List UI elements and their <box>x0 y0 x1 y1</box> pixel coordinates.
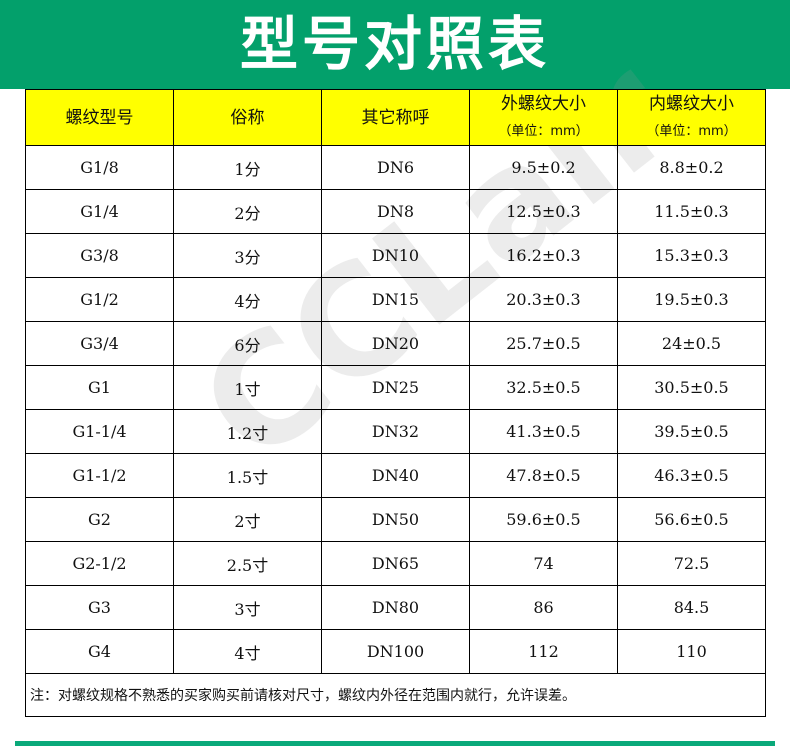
table-cell: G1/8 <box>25 145 174 190</box>
table-cell: 72.5 <box>617 541 766 586</box>
table-cell: 1.2寸 <box>173 409 322 454</box>
table-cell: 74 <box>469 541 618 586</box>
header-label: 外螺纹大小 <box>501 93 586 114</box>
note-row: 注：对螺纹规格不熟悉的买家购买前请核对尺寸，螺纹内外径在范围内就行，允许误差。 <box>25 673 766 717</box>
note-text: 注：对螺纹规格不熟悉的买家购买前请核对尺寸，螺纹内外径在范围内就行，允许误差。 <box>25 673 766 717</box>
page-title: 型号对照表 <box>0 0 790 89</box>
table-cell: 112 <box>469 629 618 674</box>
table-cell: 2.5寸 <box>173 541 322 586</box>
table-cell: 41.3±0.5 <box>469 409 618 454</box>
table-cell: G4 <box>25 629 174 674</box>
table-cell: 84.5 <box>617 585 766 630</box>
column-header: 内螺纹大小 （单位：mm） <box>617 89 766 146</box>
table-cell: 1.5寸 <box>173 453 322 498</box>
table-cell: G1-1/4 <box>25 409 174 454</box>
table-cell: G1/2 <box>25 277 174 322</box>
table-cell: DN100 <box>321 629 470 674</box>
table-cell: 1分 <box>173 145 322 190</box>
table-cell: 15.3±0.3 <box>617 233 766 278</box>
table-cell: G2-1/2 <box>25 541 174 586</box>
table-row: G3/4 6分 DN20 25.7±0.5 24±0.5 <box>25 321 766 366</box>
table-row: G1/4 2分 DN8 12.5±0.3 11.5±0.3 <box>25 189 766 234</box>
table-cell: 2寸 <box>173 497 322 542</box>
header-unit: （单位：mm） <box>498 123 589 139</box>
table-cell: DN10 <box>321 233 470 278</box>
table-cell: G3/8 <box>25 233 174 278</box>
table-cell: 20.3±0.3 <box>469 277 618 322</box>
table-cell: DN20 <box>321 321 470 366</box>
column-header: 外螺纹大小 （单位：mm） <box>469 89 618 146</box>
table-cell: 9.5±0.2 <box>469 145 618 190</box>
column-header: 螺纹型号 <box>25 89 174 146</box>
table-cell: 86 <box>469 585 618 630</box>
table-cell: DN80 <box>321 585 470 630</box>
table-row: G1 1寸 DN25 32.5±0.5 30.5±0.5 <box>25 365 766 410</box>
table-cell: G1-1/2 <box>25 453 174 498</box>
table-cell: 110 <box>617 629 766 674</box>
table-cell: DN40 <box>321 453 470 498</box>
table-cell: DN65 <box>321 541 470 586</box>
table-cell: 56.6±0.5 <box>617 497 766 542</box>
table-row: G1-1/4 1.2寸 DN32 41.3±0.5 39.5±0.5 <box>25 409 766 454</box>
table-row: G4 4寸 DN100 112 110 <box>25 629 766 674</box>
table-cell: G2 <box>25 497 174 542</box>
table-cell: 4分 <box>173 277 322 322</box>
table-cell: 19.5±0.3 <box>617 277 766 322</box>
table-cell: G1/4 <box>25 189 174 234</box>
table-cell: G1 <box>25 365 174 410</box>
header-label: 俗称 <box>230 107 265 128</box>
table-cell: 6分 <box>173 321 322 366</box>
bottom-divider <box>15 741 775 746</box>
table-cell: DN6 <box>321 145 470 190</box>
table-row: G1/2 4分 DN15 20.3±0.3 19.5±0.3 <box>25 277 766 322</box>
table-cell: DN32 <box>321 409 470 454</box>
table-header-row: 螺纹型号 俗称 其它称呼 外螺纹大小 （单位：mm） 内螺纹大小 （单位：mm） <box>25 89 766 146</box>
header-label: 其它称呼 <box>361 107 430 128</box>
table-row: G2-1/2 2.5寸 DN65 74 72.5 <box>25 541 766 586</box>
table-cell: 25.7±0.5 <box>469 321 618 366</box>
table-cell: 16.2±0.3 <box>469 233 618 278</box>
table-cell: DN15 <box>321 277 470 322</box>
table-cell: 2分 <box>173 189 322 234</box>
table-cell: 4寸 <box>173 629 322 674</box>
table-cell: 46.3±0.5 <box>617 453 766 498</box>
table-row: G1/8 1分 DN6 9.5±0.2 8.8±0.2 <box>25 145 766 190</box>
table-cell: 59.6±0.5 <box>469 497 618 542</box>
table-cell: 3分 <box>173 233 322 278</box>
column-header: 其它称呼 <box>321 89 470 146</box>
table-cell: 3寸 <box>173 585 322 630</box>
table-cell: DN8 <box>321 189 470 234</box>
table-cell: G3/4 <box>25 321 174 366</box>
table-cell: 11.5±0.3 <box>617 189 766 234</box>
table-cell: 39.5±0.5 <box>617 409 766 454</box>
header-unit: （单位：mm） <box>646 123 737 139</box>
table-cell: 1寸 <box>173 365 322 410</box>
table-row: G3 3寸 DN80 86 84.5 <box>25 585 766 630</box>
table-cell: 24±0.5 <box>617 321 766 366</box>
table-row: G1-1/2 1.5寸 DN40 47.8±0.5 46.3±0.5 <box>25 453 766 498</box>
table-cell: 12.5±0.3 <box>469 189 618 234</box>
table-cell: DN50 <box>321 497 470 542</box>
table-cell: G3 <box>25 585 174 630</box>
header-label: 内螺纹大小 <box>649 93 734 114</box>
thread-size-table: 螺纹型号 俗称 其它称呼 外螺纹大小 （单位：mm） 内螺纹大小 （单位：mm） G1/8 1… <box>25 89 766 717</box>
table-cell: DN25 <box>321 365 470 410</box>
table-row: G2 2寸 DN50 59.6±0.5 56.6±0.5 <box>25 497 766 542</box>
table-cell: 8.8±0.2 <box>617 145 766 190</box>
table-row: G3/8 3分 DN10 16.2±0.3 15.3±0.3 <box>25 233 766 278</box>
header-label: 螺纹型号 <box>65 107 134 128</box>
table-cell: 32.5±0.5 <box>469 365 618 410</box>
table-cell: 47.8±0.5 <box>469 453 618 498</box>
table-cell: 30.5±0.5 <box>617 365 766 410</box>
column-header: 俗称 <box>173 89 322 146</box>
